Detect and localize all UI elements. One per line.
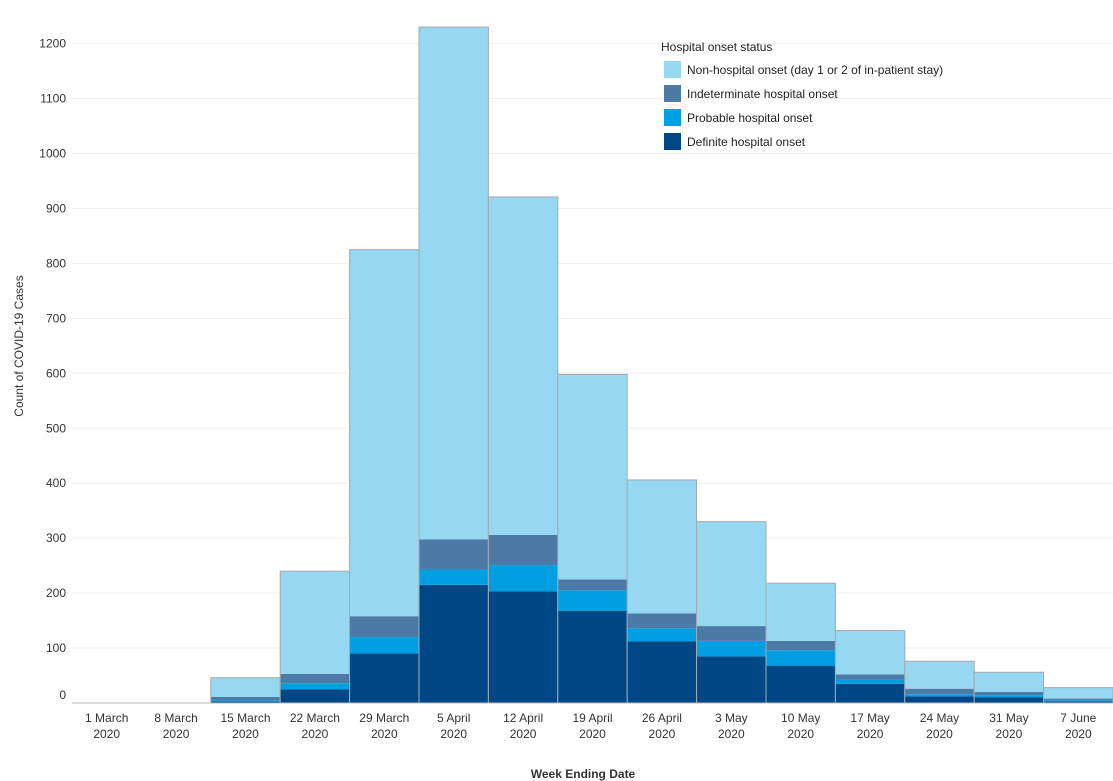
x-tick-label: 5 April 2020 <box>437 711 470 741</box>
bar-segment <box>210 677 281 697</box>
bar-segment <box>696 521 766 627</box>
x-tick-label: 22 March 2020 <box>290 711 340 741</box>
y-axis-title: Count of COVID-19 Cases <box>12 275 26 416</box>
legend-swatch <box>664 85 681 102</box>
legend-label: Definite hospital onset <box>687 135 806 149</box>
bar-segment <box>557 374 628 580</box>
bar-segment <box>488 591 558 703</box>
bar-segment <box>904 661 975 689</box>
bar-segment <box>280 683 350 690</box>
y-tick-label: 800 <box>46 256 66 270</box>
y-tick-label: 1200 <box>39 37 66 51</box>
bars <box>72 26 1113 704</box>
bar-segment <box>210 700 281 702</box>
x-tick-label: 31 May 2020 <box>989 711 1028 741</box>
bar-segment <box>766 583 836 641</box>
legend-title: Hospital onset status <box>661 40 772 54</box>
bar-segment <box>280 673 350 684</box>
bar-segment <box>974 695 1044 698</box>
bar-segment <box>349 616 419 638</box>
bar-segment <box>557 610 628 703</box>
bar-segment <box>280 689 350 703</box>
bar-segment <box>419 569 489 585</box>
bar-segment <box>835 630 905 675</box>
y-tick-label: 500 <box>46 421 66 435</box>
bar-segment <box>835 679 905 684</box>
x-axis-title: Week Ending Date <box>531 767 636 781</box>
legend-swatch <box>664 133 681 150</box>
bar-segment <box>766 650 836 666</box>
y-tick-label: 700 <box>46 311 66 325</box>
bar-segment <box>627 613 697 629</box>
bar-segment <box>835 674 905 680</box>
bar-segment <box>419 539 489 570</box>
x-tick-label: 26 April 2020 <box>642 711 682 741</box>
x-tick-label: 17 May 2020 <box>850 711 889 741</box>
x-tick-label: 29 March 2020 <box>359 711 409 741</box>
y-tick-label: 400 <box>46 476 66 490</box>
bar-segment <box>1043 701 1113 703</box>
x-tick-label: 12 April 2020 <box>503 711 543 741</box>
legend-label: Indeterminate hospital onset <box>687 87 838 101</box>
bar-segment <box>974 697 1044 703</box>
bar-segment <box>349 637 419 654</box>
bar-segment <box>488 534 558 566</box>
bar-segment <box>280 571 350 674</box>
bar-segment <box>904 696 975 703</box>
bar-segment <box>627 479 697 614</box>
bar-segment <box>974 692 1044 696</box>
bar-segment <box>1043 687 1113 699</box>
x-tick-label: 15 March 2020 <box>220 711 270 741</box>
x-tick-label: 8 March 2020 <box>154 711 197 741</box>
bar-segment <box>488 565 558 592</box>
x-axis-ticks: 1 March 2020 8 March 2020 15 March 2020 22 Mar… <box>85 711 1097 741</box>
x-tick-label: 10 May 2020 <box>781 711 820 741</box>
bar-segment <box>835 683 905 703</box>
bar-segment <box>210 696 281 701</box>
x-tick-label: 19 April 2020 <box>572 711 612 741</box>
bar-segment <box>696 626 766 641</box>
bar-segment <box>557 579 628 591</box>
legend-swatch <box>664 109 681 126</box>
y-tick-label: 200 <box>46 586 66 600</box>
legend-label: Non-hospital onset (day 1 or 2 of in-pat… <box>687 63 943 77</box>
legend-swatch <box>664 61 681 78</box>
x-tick-label: 24 May 2020 <box>920 711 959 741</box>
bar-segment <box>349 249 419 617</box>
bar-segment <box>904 688 975 695</box>
y-tick-label: 100 <box>46 641 66 655</box>
bar-segment <box>974 672 1044 693</box>
y-tick-label: 0 <box>59 688 66 702</box>
bar-segment <box>488 196 558 535</box>
bar-segment <box>557 590 628 611</box>
legend-label: Probable hospital onset <box>687 111 813 125</box>
y-axis-ticks: 0 100 200 300 400 500 600 700 800 900 1000 1100 1200 <box>39 37 66 702</box>
bar-segment <box>627 641 697 703</box>
bar-segment <box>210 701 281 703</box>
bar-segment <box>419 27 489 540</box>
x-tick-label: 7 June 2020 <box>1060 711 1096 741</box>
bar-segment <box>1043 698 1113 701</box>
x-tick-label: 1 March 2020 <box>85 711 128 741</box>
y-tick-label: 300 <box>46 531 66 545</box>
bar-segment <box>349 653 419 703</box>
y-tick-label: 1000 <box>39 147 66 161</box>
bar-segment <box>1043 700 1113 702</box>
bar-segment <box>766 640 836 651</box>
x-tick-label: 3 May 2020 <box>715 711 748 741</box>
bar-segment <box>419 584 489 703</box>
y-tick-label: 900 <box>46 201 66 215</box>
bar-segment <box>766 665 836 703</box>
legend: Hospital onset status Non-hospital onset… <box>661 40 943 150</box>
bar-segment <box>904 694 975 697</box>
bar-segment <box>696 656 766 703</box>
bar-segment <box>696 640 766 657</box>
y-tick-label: 1100 <box>40 92 66 106</box>
y-tick-label: 600 <box>46 366 66 380</box>
bar-segment <box>627 628 697 642</box>
